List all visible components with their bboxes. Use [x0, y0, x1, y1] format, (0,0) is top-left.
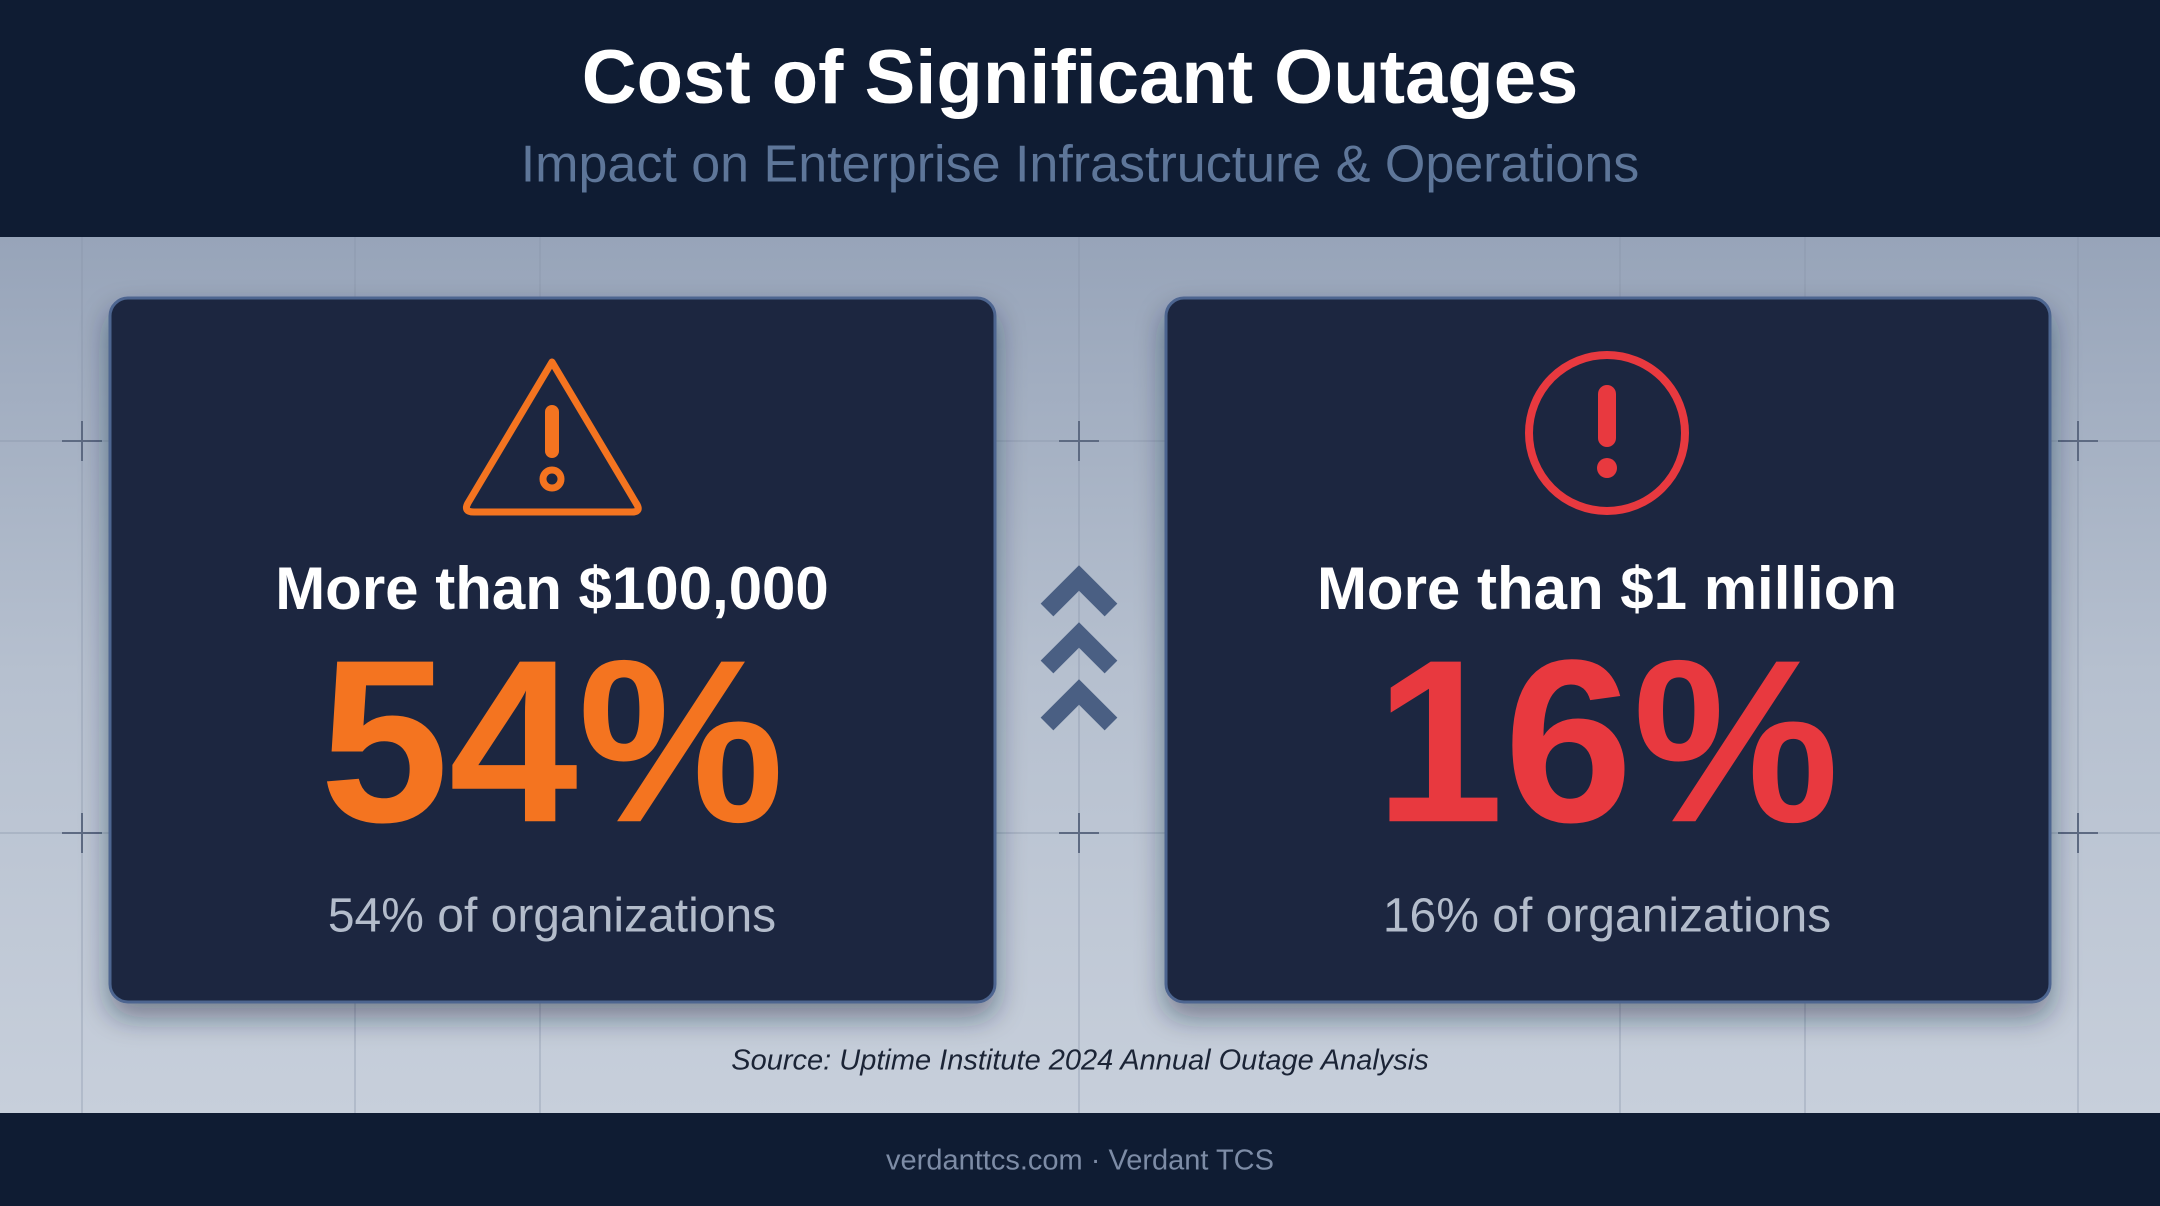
card-heading: More than $1 million: [1317, 555, 1897, 622]
card-left: [108, 296, 997, 1004]
crosshairs: [62, 421, 2098, 853]
card-value: 16%: [1375, 612, 1839, 871]
header-band: [0, 0, 2160, 237]
card-caption: 54% of organizations: [328, 890, 776, 943]
alert-icon: [1525, 351, 1689, 515]
subtitle: Impact on Enterprise Infrastructure & Op…: [521, 136, 1640, 194]
chevrons: [1040, 565, 1118, 731]
warning-icon: [463, 358, 642, 516]
card-value: 54%: [320, 612, 784, 871]
card-right: [1164, 296, 2052, 1004]
source-note: Source: Uptime Institute 2024 Annual Out…: [731, 1045, 1428, 1077]
card-heading: More than $100,000: [275, 555, 829, 622]
title: Cost of Significant Outages: [582, 35, 1579, 120]
footer-band: [0, 1113, 2160, 1206]
footer-text: verdanttcs.com · Verdant TCS: [886, 1145, 1274, 1177]
card-caption: 16% of organizations: [1383, 890, 1831, 943]
